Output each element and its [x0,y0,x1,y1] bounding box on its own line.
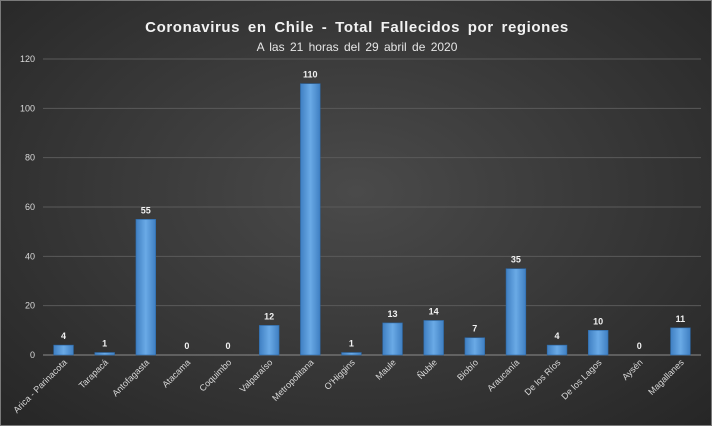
bar [135,219,156,356]
data-label: 12 [264,311,274,321]
bar [423,320,444,356]
bar [382,322,403,356]
y-tick-label: 120 [20,54,35,64]
x-tick-label: Valparaíso [238,357,275,394]
bar [464,337,485,356]
y-tick-label: 100 [20,103,35,113]
data-label: 4 [61,331,66,341]
y-tick-label: 20 [25,301,35,311]
x-tick-label: Magallanes [646,357,686,397]
data-label: 0 [184,341,189,351]
data-label: 14 [429,306,439,316]
bars [53,83,691,356]
chart-title: Coronavirus en Chile - Total Fallecidos … [145,19,569,36]
bar [546,344,568,356]
bar [94,352,115,356]
x-tick-label: Araucanía [485,357,521,393]
bar [505,268,527,356]
data-label: 0 [637,341,642,351]
x-tick-label: Arica - Parinacota [11,357,69,415]
x-tick-label: Aysén [620,357,645,382]
chart-subtitle: A las 21 horas del 29 abril de 2020 [256,40,458,54]
x-tick-label: De los Lagos [559,357,604,402]
x-tick-label: Ñuble [415,357,439,381]
data-label: 4 [555,331,560,341]
data-label: 1 [102,339,107,349]
x-tick-label: Atacama [160,357,192,389]
bar [588,330,609,356]
y-tick-label: 40 [25,251,35,261]
y-axis: 0 20 40 60 80 100 120 [20,54,35,360]
data-label: 13 [388,309,398,319]
data-label: 110 [303,70,318,80]
data-label: 55 [141,205,151,215]
data-label: 35 [511,255,521,265]
y-tick-label: 60 [25,202,35,212]
x-tick-label: Coquimbo [197,357,233,393]
data-label: 0 [226,341,231,351]
bar [259,325,280,356]
x-tick-label: Maule [374,357,398,381]
data-label: 7 [472,324,477,334]
x-tick-label: Biobío [455,357,480,382]
bar [53,344,74,356]
bar [341,352,362,356]
x-tick-label: Metropolitana [270,357,316,403]
bar [670,327,691,356]
x-tick-label: De los Ríos [523,357,563,397]
bar [300,83,321,356]
data-label: 11 [676,314,686,324]
y-tick-label: 80 [25,153,35,163]
x-axis: Arica - Parinacota Tarapacá Antofagasta Ata… [11,357,686,415]
data-labels: 4 1 55 0 0 12 110 1 13 14 7 35 4 10 0 11 [61,70,685,351]
data-label: 10 [593,316,603,326]
data-label: 1 [349,339,354,349]
x-tick-label: Antofagasta [110,357,151,398]
x-tick-label: Tarapacá [77,357,110,390]
x-tick-label: O'Higgins [322,357,357,392]
y-tick-label: 0 [30,350,35,360]
